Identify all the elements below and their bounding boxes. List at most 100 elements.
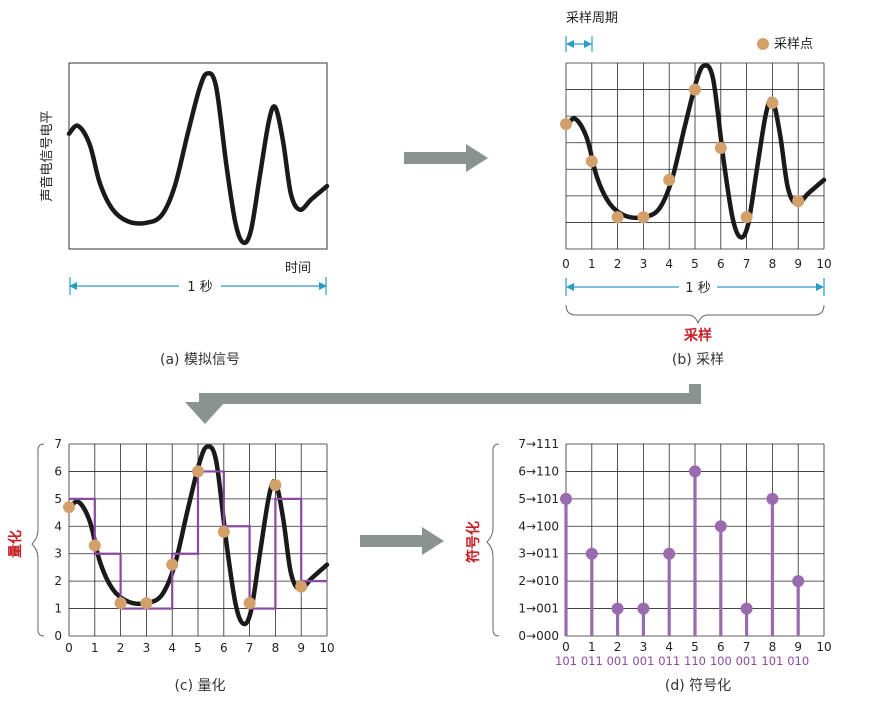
span-label-b: 1 秒 [685,281,710,296]
x-tick-label: 2 [614,640,622,654]
quantization-sample-point [192,465,204,478]
code-stem-head [740,602,753,615]
sample-point [637,211,650,224]
encoding-brace [486,443,500,637]
x-tick-label: 7 [246,641,254,655]
y-tick-label: 0→000 [518,629,559,643]
x-tick-label: 1 [91,641,99,655]
code-stem-head [689,465,701,478]
y-tick-label: 6→110 [518,464,559,478]
sample-point [585,155,598,168]
y-tick-label: 1→001 [518,602,559,616]
quantization-x-ticks: 0 1 2 3 4 5 6 7 8 9 10 [65,641,334,655]
sampled-waveform [563,63,827,240]
quantization-sample-point [114,597,127,610]
panel-sampling: 采样周期 采样点 0 1 2 3 4 5 6 7 8 9 10 1 秒 采样 (b) 采样 [560,11,832,368]
encoding-x-ticks: 0 1 2 3 4 5 6 7 8 9 10 [562,640,831,654]
x-tick-label: 10 [319,641,334,655]
binary-code-label: 001 [632,654,654,668]
y-tick-label: 7→111 [518,437,559,451]
x-tick-label: 10 [816,257,831,271]
x-tick-label: 2 [614,257,622,271]
encoding-y-ticks: 0→000 1→001 2→010 3→011 4→100 5→101 6→110 7→111 [518,437,559,643]
quantization-sample-point [243,597,256,610]
encoding-stems [560,465,805,636]
quantization-brace [31,443,45,637]
legend-label: 采样点 [774,37,813,52]
x-tick-label: 4 [665,257,673,271]
y-tick-label: 5 [54,492,62,506]
binary-code-label: 101 [761,654,783,668]
panel-quantization: 量化 0 1 2 3 4 5 6 7 8 9 10 0 1 2 3 4 5 6 7 (c) 量化 [7,437,335,694]
y-tick-label: 4 [54,519,62,533]
quantization-sample-point [166,558,179,571]
x-tick-label: 6 [717,257,725,271]
legend-marker [757,38,769,50]
code-stem-head [766,492,779,505]
binary-code-label: 011 [581,654,603,668]
quantized-source-waveform [66,444,330,627]
y-axis-label: 声音电信号电平 [39,110,55,201]
y-tick-label: 7 [54,437,62,451]
quantization-side-label: 量化 [7,530,24,558]
sample-point [792,195,805,208]
x-tick-label: 3 [143,641,151,655]
sampling-period-label: 采样周期 [566,11,618,26]
sample-point [689,83,701,96]
x-tick-label: 7 [743,257,751,271]
flow-arrow-right-top [404,144,488,172]
x-tick-label: 5 [691,640,699,654]
x-tick-label: 1 [588,640,596,654]
quantization-sample-points [63,465,308,610]
x-tick-label: 1 [588,257,596,271]
y-tick-label: 5→101 [518,492,559,506]
x-tick-label: 8 [769,257,777,271]
x-tick-label: 8 [769,640,777,654]
analog-frame [68,62,328,250]
x-axis-label: 时间 [285,261,311,276]
quantization-sample-point [140,597,153,610]
analog-waveform [66,70,330,246]
x-tick-label: 4 [665,640,673,654]
sample-points [560,83,805,224]
sampling-x-ticks: 0 1 2 3 4 5 6 7 8 9 10 [562,257,831,271]
panel-encoding: 符号化 0 1 2 3 4 5 6 7 8 9 10 0→000 1→001 2→010 3→011 4→1… [465,437,832,694]
quantization-sample-point [295,580,308,593]
quantization-sample-point [88,539,101,552]
sample-point [740,211,753,224]
y-tick-label: 0 [54,629,62,643]
y-tick-label: 2→010 [518,574,559,588]
caption-a: (a) 模拟信号 [160,352,240,368]
x-tick-label: 9 [794,640,802,654]
quantization-sample-point [63,501,75,514]
y-tick-label: 4→100 [518,519,559,533]
caption-b: (b) 采样 [672,352,724,368]
x-tick-label: 9 [794,257,802,271]
sample-point [766,96,779,109]
flow-arrow-down-left [185,384,701,424]
code-stem-head [637,602,650,615]
flow-arrow-right-bottom [360,527,444,555]
x-tick-label: 8 [272,641,280,655]
x-tick-label: 10 [816,640,831,654]
x-tick-label: 0 [562,640,570,654]
x-tick-label: 6 [717,640,725,654]
code-stem-head [560,492,572,505]
sample-point [714,142,727,155]
binary-code-label: 100 [710,654,732,668]
binary-code-label: 011 [658,654,680,668]
quantization-sample-point [269,479,282,492]
x-tick-label: 9 [297,641,305,655]
y-tick-label: 2 [54,574,62,588]
code-stem-head [611,602,624,615]
panel-analog-signal: 声音电信号电平 时间 1 秒 (a) 模拟信号 [39,62,330,368]
x-tick-label: 0 [562,257,570,271]
sample-point [611,211,624,224]
span-label: 1 秒 [187,280,212,295]
code-stem-head [585,547,598,560]
y-tick-label: 1 [54,602,62,616]
binary-code-label: 110 [684,654,706,668]
x-tick-label: 3 [640,257,648,271]
y-tick-label: 3 [54,547,62,561]
